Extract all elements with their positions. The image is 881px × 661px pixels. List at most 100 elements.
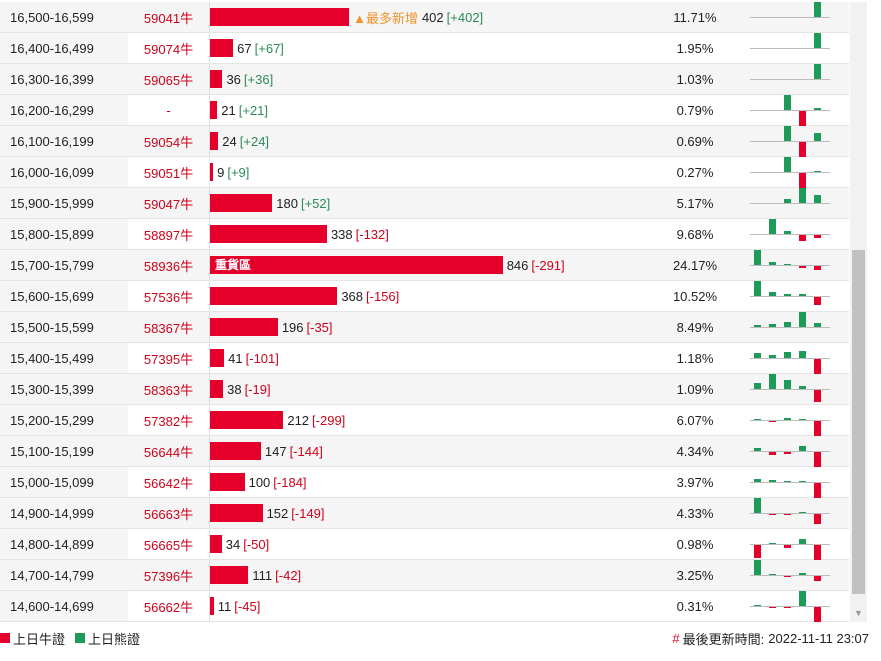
sparkline-bar (814, 195, 821, 203)
strike-range: 15,900-15,999 (0, 188, 128, 218)
volume-change: [-132] (355, 226, 389, 242)
sparkline (745, 343, 835, 374)
percent: 0.31% (676, 598, 714, 614)
percent: 8.49% (676, 319, 714, 335)
sparkline (745, 33, 835, 63)
sparkline-bar (814, 133, 821, 141)
warrant-code-link[interactable]: 56642牛 (143, 475, 194, 491)
sparkline-bar (754, 498, 761, 513)
volume-cell: 100 [-184] (209, 467, 645, 497)
volume-change: [+67] (254, 40, 284, 56)
table-row: 14,700-14,799 57396牛 111 [-42] 3.25% (0, 560, 849, 591)
strike-range: 15,100-15,199 (0, 436, 128, 466)
sparkline-bar (814, 421, 821, 436)
volume-bar (210, 349, 225, 367)
scrollbar[interactable]: ▼ (850, 2, 867, 622)
sparkline (745, 188, 835, 218)
volume-change: [-45] (234, 598, 261, 614)
volume-change: [-35] (306, 319, 333, 335)
table-row: 15,700-15,799 58936牛 重貨區 846 [-291] 24.1… (0, 250, 849, 281)
strike-range: 16,300-16,399 (0, 64, 128, 94)
strike-range: 15,600-15,699 (0, 281, 128, 311)
volume-change: [+9] (227, 164, 250, 180)
legend-bear: 上日熊證 (88, 631, 141, 647)
volume-value: 152 (266, 505, 289, 521)
scrollbar-thumb[interactable] (852, 250, 865, 594)
table-row: 15,300-15,399 58363牛 38 [-19] 1.09% (0, 374, 849, 405)
legend-bull: 上日牛證 (13, 631, 66, 647)
warrant-code-link[interactable]: - (166, 102, 171, 118)
warrant-code-link[interactable]: 59051牛 (143, 165, 194, 181)
volume-cell: 180 [+52] (209, 188, 645, 218)
warrant-code-link[interactable]: 57396牛 (143, 568, 194, 584)
sparkline-bar (799, 111, 806, 126)
sparkline-bar (799, 235, 806, 241)
warrant-code-link[interactable]: 57395牛 (143, 351, 194, 367)
warrant-code-link[interactable]: 59047牛 (143, 196, 194, 212)
sparkline-bar (769, 452, 776, 455)
warrant-code-link[interactable]: 56665牛 (143, 537, 194, 553)
scroll-down-arrow-icon[interactable]: ▼ (854, 608, 863, 618)
sparkline-bar (784, 199, 791, 203)
volume-change: [+52] (300, 195, 331, 211)
sparkline-bar (814, 359, 821, 374)
sparkline-bar (784, 576, 791, 577)
sparkline-bar (754, 560, 761, 575)
sparkline-bar (754, 448, 761, 451)
volume-change: [+24] (239, 133, 270, 149)
sparkline-bar (784, 95, 791, 110)
warrant-code-link[interactable]: 56662牛 (143, 599, 194, 615)
sparkline-bar (754, 353, 761, 358)
volume-bar (210, 380, 224, 398)
volume-cell: ▲最多新增 402 [+402] (209, 2, 645, 32)
volume-bar (210, 504, 263, 522)
volume-change: [-50] (243, 536, 270, 552)
sparkline-bar (799, 173, 806, 188)
percent: 24.17% (672, 257, 718, 273)
table-row: 14,600-14,699 56662牛 11 [-45] 0.31% (0, 591, 849, 622)
sparkline-bar (814, 390, 821, 402)
sparkline-bar (784, 545, 791, 548)
sparkline-bar (799, 386, 806, 389)
sparkline-bar (799, 481, 806, 482)
warrant-code-link[interactable]: 59074牛 (143, 41, 194, 57)
sparkline-bar (814, 323, 821, 327)
sparkline-bar (784, 380, 791, 389)
warrant-code-link[interactable]: 59054牛 (143, 134, 194, 150)
sparkline-bar (784, 157, 791, 172)
volume-change: [-42] (275, 567, 302, 583)
sparkline (745, 126, 835, 157)
warrant-code-link[interactable]: 56663牛 (143, 506, 194, 522)
volume-cell: 21 [+21] (209, 95, 645, 125)
strike-range: 16,400-16,499 (0, 33, 128, 63)
strike-range: 15,400-15,499 (0, 343, 128, 373)
volume-bar (210, 101, 218, 119)
strike-range: 15,200-15,299 (0, 405, 128, 435)
most-added-tag: ▲最多新增 (353, 10, 418, 26)
sparkline-bar (784, 231, 791, 234)
sparkline-bar (814, 483, 821, 498)
sparkline-bar (799, 591, 806, 606)
warrant-code-link[interactable]: 59065牛 (143, 72, 194, 88)
sparkline-bar (814, 297, 821, 305)
table-row: 14,800-14,899 56665牛 34 [-50] 0.98% (0, 529, 849, 560)
warrant-code-link[interactable]: 56644牛 (143, 444, 194, 460)
sparkline-bar (814, 2, 821, 17)
sparkline-bar (814, 266, 821, 270)
warrant-code-link[interactable]: 58363牛 (143, 382, 194, 398)
sparkline-bar (784, 481, 791, 482)
sparkline-bar (784, 264, 791, 265)
volume-cell: 24 [+24] (209, 126, 645, 156)
updated-label: 最後更新時間: (682, 631, 765, 647)
warrant-code-link[interactable]: 58936牛 (143, 258, 194, 274)
strike-range: 16,000-16,099 (0, 157, 128, 187)
warrant-code-link[interactable]: 59041牛 (143, 10, 194, 26)
warrant-code-link[interactable]: 57382牛 (143, 413, 194, 429)
warrant-code-link[interactable]: 58897牛 (143, 227, 194, 243)
warrant-code-link[interactable]: 58367牛 (143, 320, 194, 336)
table-row: 16,400-16,499 59074牛 67 [+67] 1.95% (0, 33, 849, 64)
warrant-code-link[interactable]: 57536牛 (143, 289, 194, 305)
table-row: 15,600-15,699 57536牛 368 [-156] 10.52% (0, 281, 849, 312)
percent: 6.07% (676, 412, 714, 428)
volume-cell: 111 [-42] (209, 560, 645, 590)
